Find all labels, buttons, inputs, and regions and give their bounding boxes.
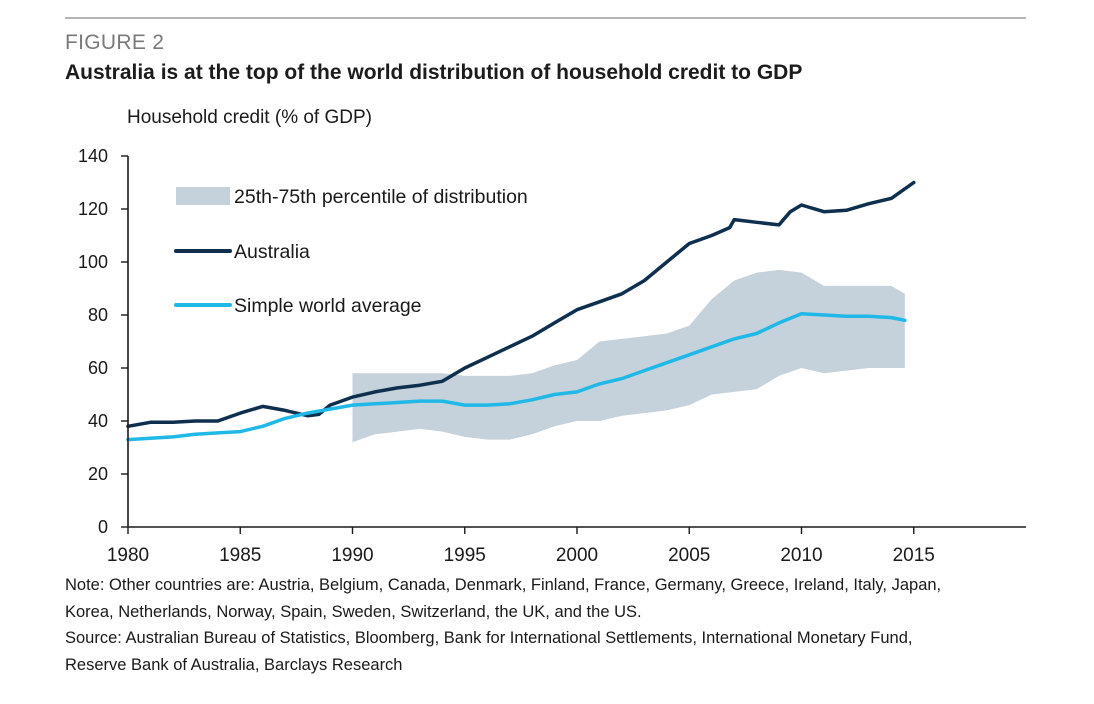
x-tick-label: 1980 bbox=[107, 545, 149, 566]
x-tick-label: 2000 bbox=[556, 545, 598, 566]
x-tick-label: 1995 bbox=[444, 545, 486, 566]
x-tick-label: 1990 bbox=[331, 545, 373, 566]
y-tick-label: 20 bbox=[88, 464, 108, 484]
x-tick-label: 2005 bbox=[668, 545, 710, 566]
legend-label-band: 25th-75th percentile of distribution bbox=[234, 186, 528, 208]
y-tick-label: 40 bbox=[88, 411, 108, 431]
y-tick-label: 0 bbox=[98, 517, 108, 537]
top-rule bbox=[65, 17, 1026, 19]
note-line-2: Korea, Netherlands, Norway, Spain, Swede… bbox=[65, 603, 642, 621]
chart-title: Australia is at the top of the world dis… bbox=[65, 61, 803, 84]
series-line-world bbox=[126, 311, 907, 442]
y-tick-label: 60 bbox=[88, 358, 108, 378]
y-tick-label: 100 bbox=[78, 252, 108, 272]
x-tick-label: 1985 bbox=[219, 545, 261, 566]
series-line-australia bbox=[126, 180, 916, 429]
percentile-band bbox=[352, 269, 905, 443]
x-tick-label: 2015 bbox=[893, 545, 935, 566]
figure-label: FIGURE 2 bbox=[65, 31, 165, 54]
y-tick-label: 120 bbox=[78, 199, 108, 219]
note-line-1: Note: Other countries are: Austria, Belg… bbox=[65, 576, 942, 594]
legend-label-australia: Australia bbox=[234, 241, 310, 263]
legend-swatch-band bbox=[176, 187, 230, 205]
legend-label-world: Simple world average bbox=[234, 295, 422, 317]
source-line-1: Source: Australian Bureau of Statistics,… bbox=[65, 629, 913, 647]
source-line-2: Reserve Bank of Australia, Barclays Rese… bbox=[65, 656, 403, 674]
y-tick-label: 80 bbox=[88, 305, 108, 325]
y-tick-label: 140 bbox=[78, 146, 108, 166]
y-axis-title: Household credit (% of GDP) bbox=[127, 107, 372, 128]
x-tick-label: 2010 bbox=[780, 545, 822, 566]
